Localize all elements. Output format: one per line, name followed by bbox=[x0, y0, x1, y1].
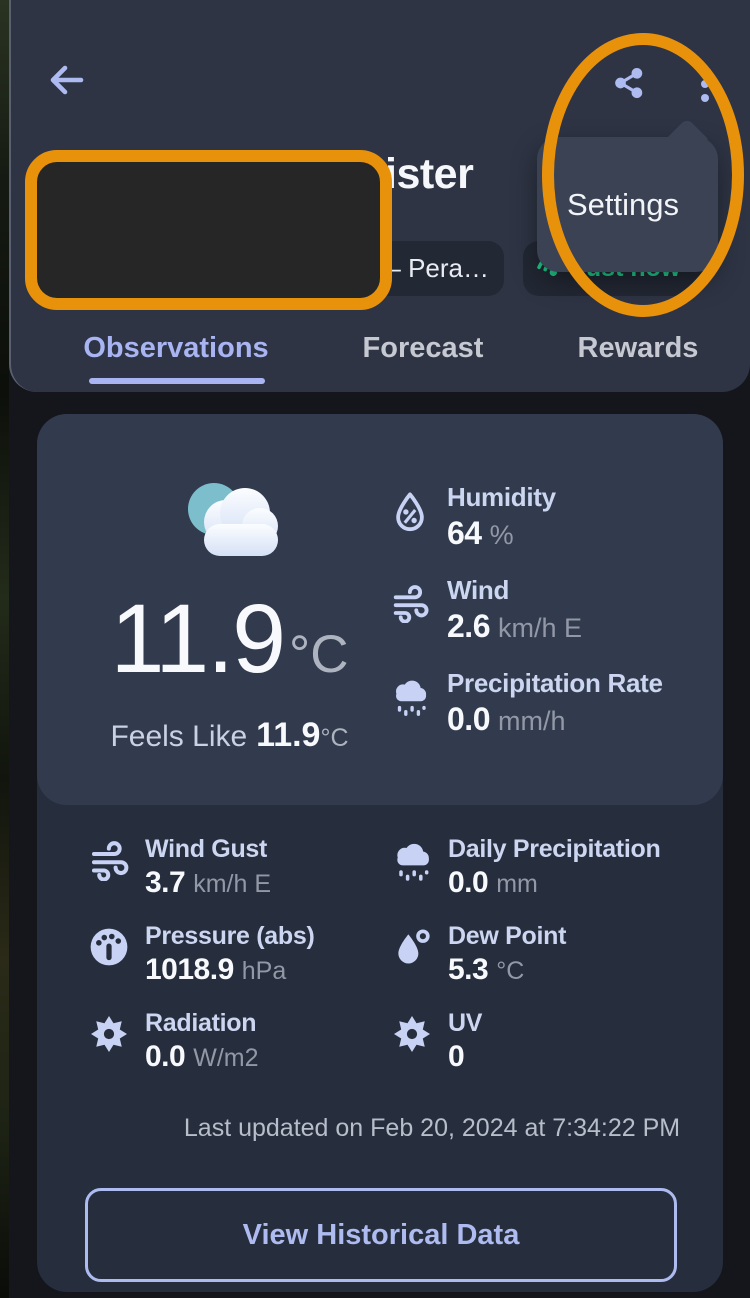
wind-icon bbox=[389, 583, 431, 645]
current-weather-panel: 11.9°C Feels Like 11.9°C Humidity 6 bbox=[37, 414, 723, 805]
moon-behind-cloud-icon bbox=[182, 480, 278, 563]
observations-card: 11.9°C Feels Like 11.9°C Humidity 6 bbox=[37, 414, 723, 1292]
stat-value: 2.6 bbox=[447, 608, 490, 644]
stat-label: Precipitation Rate bbox=[447, 668, 663, 698]
back-button[interactable] bbox=[47, 62, 87, 98]
stat-label: Humidity bbox=[447, 482, 556, 512]
feels-like-value: 11.9 bbox=[256, 716, 321, 754]
current-temperature: 11.9°C bbox=[37, 590, 422, 687]
map-background-strip bbox=[0, 0, 9, 1298]
stat-radiation: Radiation 0.0 W/m2 bbox=[87, 1001, 390, 1088]
rain-cloud-icon bbox=[390, 839, 434, 914]
stat-daily-precipitation: Daily Precipitation 0.0 mm bbox=[390, 827, 693, 914]
detail-stats-grid: Wind Gust 3.7 km/h E Daily Precipitation bbox=[87, 827, 693, 1088]
rain-cloud-icon bbox=[389, 676, 431, 738]
stat-unit: km/h E bbox=[497, 613, 583, 643]
stat-uv: UV 0 bbox=[390, 1001, 693, 1088]
stat-pressure: Pressure (abs) 1018.9 hPa bbox=[87, 914, 390, 1001]
tab-observations[interactable]: Observations bbox=[83, 332, 269, 364]
sun-burst-icon bbox=[87, 1013, 131, 1088]
humidity-icon bbox=[389, 490, 431, 552]
temperature-unit: °C bbox=[289, 625, 349, 684]
view-historical-data-button[interactable]: View Historical Data bbox=[85, 1188, 677, 1282]
pressure-gauge-icon bbox=[87, 926, 131, 1001]
feels-like: Feels Like 11.9°C bbox=[37, 716, 422, 755]
dew-drop-icon bbox=[390, 926, 434, 1001]
feels-like-label: Feels Like bbox=[110, 720, 248, 753]
stat-wind-gust: Wind Gust 3.7 km/h E bbox=[87, 827, 390, 914]
annotation-redaction-box bbox=[25, 150, 392, 310]
stat-unit: mm/h bbox=[497, 706, 566, 736]
feels-like-unit: °C bbox=[320, 724, 349, 752]
station-name-partial: ister bbox=[385, 150, 474, 198]
stat-unit: % bbox=[489, 520, 514, 550]
wind-icon bbox=[87, 839, 131, 914]
hero-stats: Humidity 64% Wind 2.6 km/h E bbox=[389, 482, 663, 738]
stat-wind: Wind 2.6 km/h E bbox=[389, 575, 663, 645]
last-updated-text: Last updated on Feb 20, 2024 at 7:34:22 … bbox=[183, 1114, 681, 1142]
annotation-ellipse bbox=[542, 33, 744, 317]
stat-precipitation-rate: Precipitation Rate 0.0 mm/h bbox=[389, 668, 663, 738]
tab-rewards[interactable]: Rewards bbox=[577, 332, 699, 364]
temperature-value: 11.9 bbox=[110, 584, 286, 693]
tab-forecast[interactable]: Forecast bbox=[362, 332, 484, 364]
active-tab-indicator bbox=[89, 378, 265, 384]
sun-burst-icon bbox=[390, 1013, 434, 1088]
arrow-left-icon bbox=[47, 65, 87, 101]
stat-label: Wind bbox=[447, 575, 510, 605]
stat-dew-point: Dew Point 5.3 °C bbox=[390, 914, 693, 1001]
stat-value: 64 bbox=[447, 515, 482, 551]
stat-humidity: Humidity 64% bbox=[389, 482, 663, 552]
station-address-text: – Pera… bbox=[386, 253, 489, 283]
stat-value: 0.0 bbox=[447, 701, 490, 737]
